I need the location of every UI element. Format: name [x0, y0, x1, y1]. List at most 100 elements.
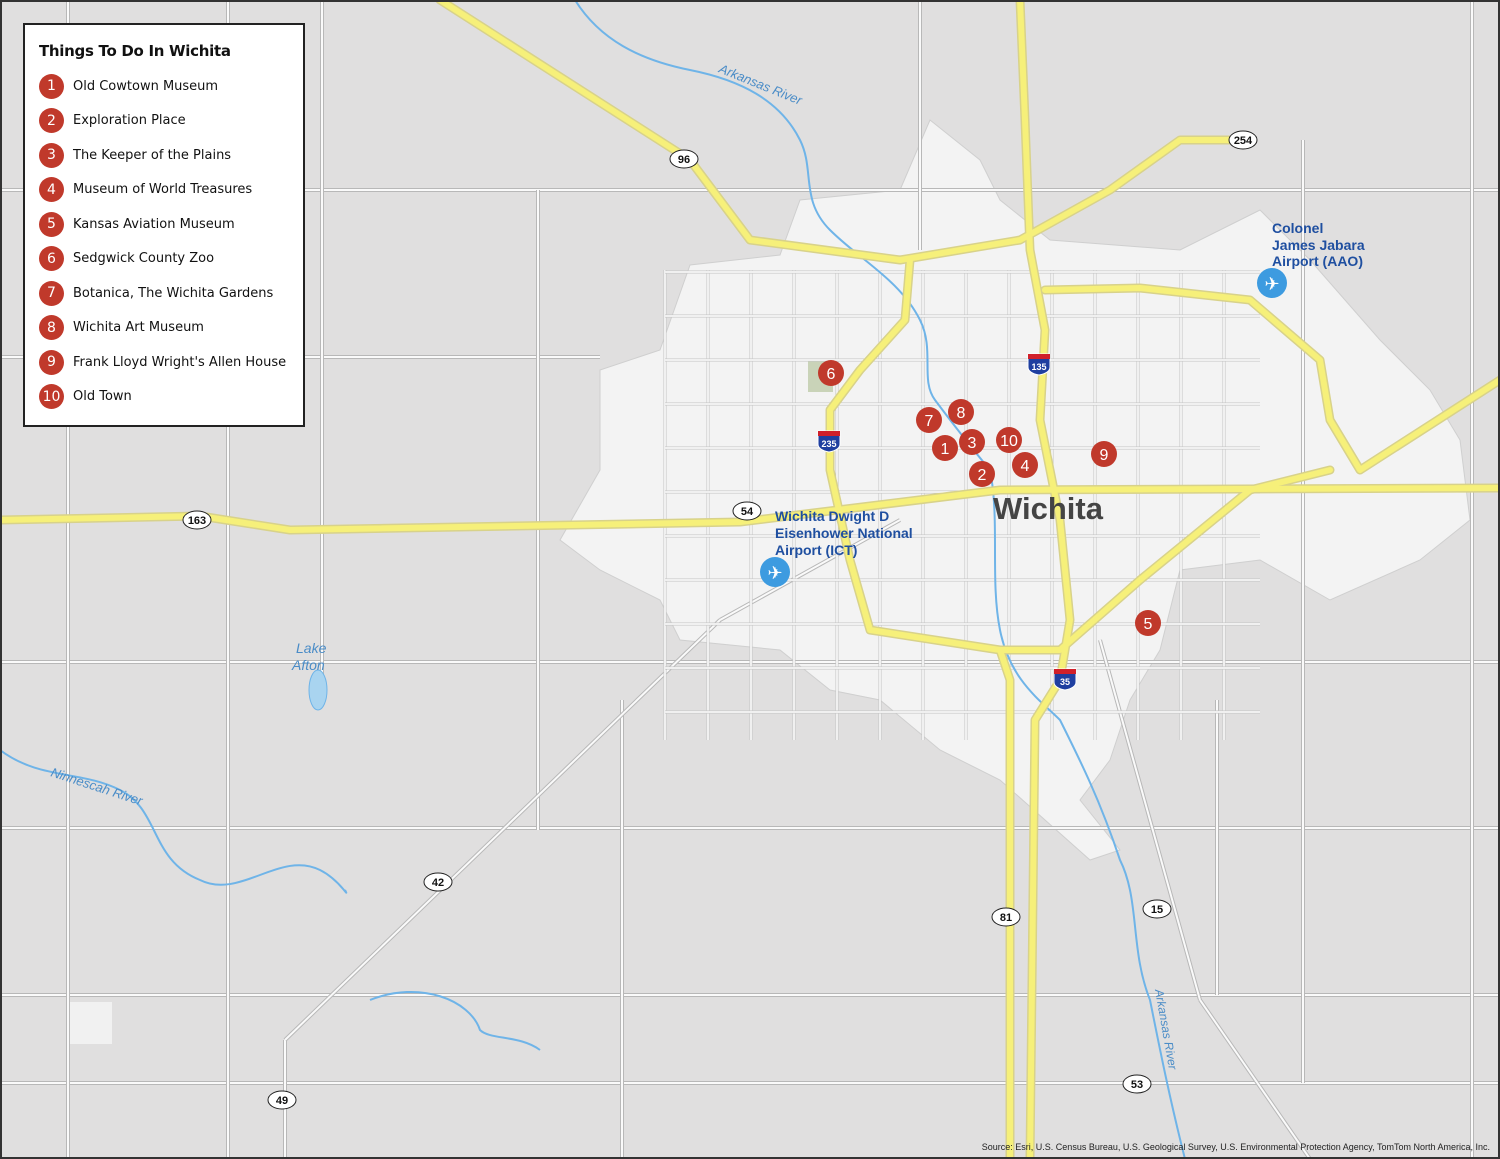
- legend-item-label: Sedgwick County Zoo: [73, 251, 215, 267]
- road: [1099, 639, 1201, 1001]
- interstate-shield: 235: [817, 430, 841, 453]
- legend-item: 3 The Keeper of the Plains: [39, 138, 286, 173]
- svg-text:✈: ✈: [767, 563, 782, 583]
- legend-item-label: Old Cowtown Museum: [73, 78, 219, 94]
- route-number: 49: [276, 1095, 288, 1107]
- attraction-marker[interactable]: 10: [996, 427, 1022, 453]
- state-route-shield: 254: [1228, 130, 1258, 150]
- marker-number: 7: [925, 413, 934, 430]
- marker-badge: 9: [39, 349, 64, 375]
- marker-badge: 5: [39, 211, 64, 237]
- airplane-icon: ✈: [1257, 268, 1287, 298]
- route-number: 81: [1000, 912, 1012, 924]
- marker-number: 9: [1100, 447, 1109, 464]
- attraction-marker[interactable]: 6: [818, 360, 844, 386]
- state-route-shield: 53: [1122, 1074, 1152, 1094]
- marker-number: 3: [968, 435, 977, 452]
- interstate-number: 35: [1060, 677, 1070, 687]
- state-route-shield: 49: [267, 1090, 297, 1110]
- ict-airport-label-1: Wichita Dwight D: [775, 508, 889, 524]
- marker-badge: 7: [39, 280, 64, 306]
- marker-badge: 2: [39, 108, 64, 134]
- legend-item-label: Frank Lloyd Wright's Allen House: [73, 354, 287, 370]
- road: [1199, 999, 1311, 1159]
- aao-airport-label-3: Airport (AAO): [1272, 253, 1363, 269]
- legend-item: 1 Old Cowtown Museum: [39, 69, 286, 104]
- attraction-marker[interactable]: 2: [969, 461, 995, 487]
- aao-airport-label-1: Colonel: [1272, 220, 1323, 236]
- city-label: Wichita: [993, 491, 1104, 526]
- state-route-shield: 54: [732, 501, 762, 521]
- attraction-marker[interactable]: 3: [959, 429, 985, 455]
- route-number: 254: [1234, 135, 1253, 147]
- lake-afton-label-1: Lake: [296, 640, 327, 656]
- legend-item: 10 Old Town: [39, 380, 286, 415]
- creek: [369, 991, 541, 1051]
- marker-number: 1: [941, 441, 950, 458]
- marker-badge: 3: [39, 142, 64, 168]
- marker-number: 2: [978, 467, 987, 484]
- svg-text:✈: ✈: [1264, 274, 1279, 294]
- legend-item-label: Old Town: [73, 389, 132, 405]
- ict-airport-label-2: Eisenhower National: [775, 525, 913, 541]
- interstate-number: 235: [821, 439, 836, 449]
- marker-badge: 4: [39, 177, 64, 203]
- legend-item: 9 Frank Lloyd Wright's Allen House: [39, 345, 286, 380]
- legend-item: 7 Botanica, The Wichita Gardens: [39, 276, 286, 311]
- lake-afton-label-2: Afton: [291, 657, 325, 673]
- marker-number: 5: [1144, 616, 1153, 633]
- airplane-icon: ✈: [760, 557, 790, 587]
- legend-item-label: Exploration Place: [73, 113, 186, 129]
- state-route-shield: 42: [423, 872, 453, 892]
- legend-item-label: Kansas Aviation Museum: [73, 216, 235, 232]
- legend: Things To Do In Wichita 1 Old Cowtown Mus…: [23, 23, 305, 427]
- marker-badge: 8: [39, 315, 64, 341]
- attraction-marker[interactable]: 9: [1091, 441, 1117, 467]
- ninnescah-river: [0, 749, 348, 894]
- legend-item: 8 Wichita Art Museum: [39, 311, 286, 346]
- legend-item-label: Wichita Art Museum: [73, 320, 204, 336]
- marker-badge: 10: [39, 384, 64, 410]
- state-route-shield: 15: [1142, 899, 1172, 919]
- marker-number: 8: [957, 405, 966, 422]
- state-route-shield: 163: [182, 510, 212, 530]
- marker-number: 4: [1021, 458, 1030, 475]
- small-urban-patch: [70, 1002, 112, 1044]
- interstate-number: 135: [1031, 362, 1046, 372]
- source-attribution: Source: Esri, U.S. Census Bureau, U.S. G…: [981, 1142, 1490, 1152]
- attraction-marker[interactable]: 1: [932, 435, 958, 461]
- attraction-marker[interactable]: 4: [1012, 452, 1038, 478]
- route-number: 15: [1151, 904, 1163, 916]
- attraction-marker[interactable]: 5: [1135, 610, 1161, 636]
- legend-item: 2 Exploration Place: [39, 104, 286, 139]
- marker-number: 6: [827, 366, 836, 383]
- state-route-shield: 81: [991, 907, 1021, 927]
- interstate-shield: 135: [1027, 353, 1051, 376]
- lake-afton: [308, 669, 328, 711]
- legend-item: 5 Kansas Aviation Museum: [39, 207, 286, 242]
- interstate-shield: 35: [1053, 668, 1077, 691]
- route-number: 54: [741, 506, 754, 518]
- attraction-marker[interactable]: 8: [948, 399, 974, 425]
- road: [284, 619, 721, 1041]
- legend-item-label: The Keeper of the Plains: [73, 147, 232, 163]
- route-number: 163: [188, 515, 206, 527]
- legend-list: 1 Old Cowtown Museum 2 Exploration Place 3 Th…: [39, 69, 286, 414]
- ict-airport-label-3: Airport (ICT): [775, 542, 857, 558]
- legend-title: Things To Do In Wichita: [39, 42, 231, 60]
- legend-item-label: Museum of World Treasures: [73, 182, 253, 198]
- marker-badge: 6: [39, 246, 64, 272]
- legend-item: 6 Sedgwick County Zoo: [39, 242, 286, 277]
- legend-item: 4 Museum of World Treasures: [39, 173, 286, 208]
- marker-number: 10: [1000, 433, 1018, 450]
- attraction-marker[interactable]: 7: [916, 407, 942, 433]
- route-number: 42: [432, 877, 444, 889]
- marker-badge: 1: [39, 73, 64, 99]
- route-number: 96: [678, 154, 690, 166]
- legend-item-label: Botanica, The Wichita Gardens: [73, 285, 274, 301]
